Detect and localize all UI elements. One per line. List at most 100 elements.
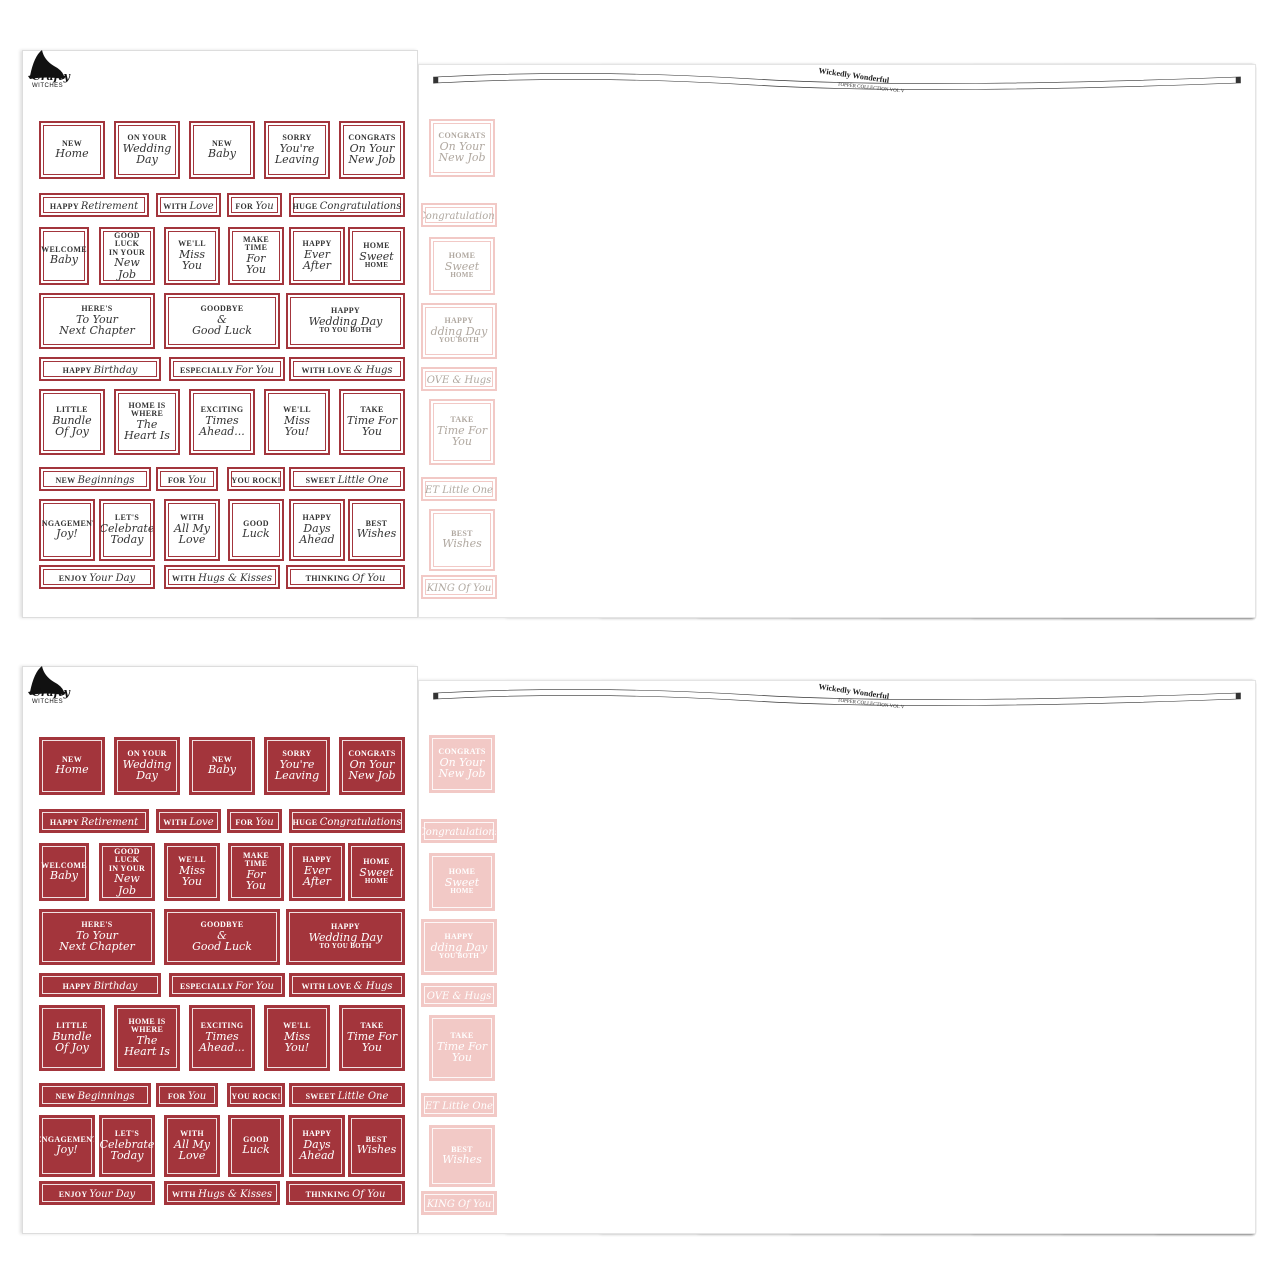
topper-new-home: NEW Home <box>39 121 105 179</box>
topper-miss-you: WE'LL Miss You <box>164 843 220 901</box>
brand-name: Crafty <box>32 686 70 699</box>
brand-subname: WITCHES <box>32 83 64 89</box>
topper-hugs-kisses: WITH Hugs & Kisses <box>164 565 280 589</box>
topper-thinking: THINKING Of You <box>286 1181 405 1205</box>
topper-thinking-partial: KING Of You <box>421 575 497 599</box>
topper-new-home: NEW Home <box>39 737 105 795</box>
topper-birthday: HAPPY Birthday <box>39 973 161 997</box>
topper-hugs-kisses: WITH Hugs & Kisses <box>164 1181 280 1205</box>
topper-goodbye: GOODBYE & Good Luck <box>164 909 280 965</box>
topper-rock: YOU ROCK! <box>227 467 285 491</box>
topper-good-luck: GOOD Luck <box>228 1115 284 1177</box>
topper-sheet-1: NEW Home ON YOUR Wedding Day NEW Baby SORRY You… <box>22 666 418 1234</box>
topper-miss-you2: WE'LL Miss You! <box>264 389 330 455</box>
topper-wedding-day: ON YOUR Wedding Day <box>114 121 180 179</box>
topper-days-ahead: HAPPY Days Ahead <box>289 499 345 561</box>
topper-birthday: HAPPY Birthday <box>39 357 161 381</box>
topper-sheet-2: Wickedly Wonderful TOPPER COLLECTION VOL … <box>418 680 1256 1234</box>
topper-next-chapter: HERE'S To Your Next Chapter <box>39 909 155 965</box>
topper-retirement: HAPPY Retirement <box>39 193 149 217</box>
topper-wedding-both: HAPPY Wedding Day TO YOU BOTH <box>286 293 405 349</box>
topper-heart: HOME IS WHERE The Heart Is <box>114 389 180 455</box>
topper-new-baby: NEW Baby <box>189 737 255 795</box>
topper-celebrate: LET'S Celebrate Today <box>99 1115 155 1177</box>
topper-love-hugs: WITH LOVE & Hugs <box>289 973 405 997</box>
topper-especially: ESPECIALLY For You <box>169 973 285 997</box>
topper-enjoy: ENJOY Your Day <box>39 565 155 589</box>
topper-good-luck: GOOD Luck <box>228 499 284 561</box>
topper-huge-congrats: HUGE Congratulations <box>289 193 405 217</box>
topper-congratulations: Congratulations <box>421 819 497 843</box>
topper-wedding-both: HAPPY Wedding Day TO YOU BOTH <box>286 909 405 965</box>
topper-days-ahead: HAPPY Days Ahead <box>289 1115 345 1177</box>
topper-congratulations: Congratulations <box>421 203 497 227</box>
topper-miss-you: WE'LL Miss You <box>164 227 220 285</box>
outline-topper-sheets: Wickedly Wonderful TOPPER COLLECTION VOL … <box>0 42 1280 642</box>
topper-little-one-partial: ET Little One <box>421 1093 497 1117</box>
topper-good-luck-job: GOOD LUCK IN YOUR New Job <box>99 843 155 901</box>
topper-love-hugs-partial: OVE & Hugs <box>421 367 497 391</box>
brand-subname: WITCHES <box>32 699 64 705</box>
topper-exciting: EXCITING Times Ahead... <box>189 389 255 455</box>
topper-enjoy: ENJOY Your Day <box>39 1181 155 1205</box>
topper-new-baby: NEW Baby <box>189 121 255 179</box>
topper-with-love: WITH Love <box>156 193 221 217</box>
topper-heart: HOME IS WHERE The Heart Is <box>114 1005 180 1071</box>
topper-little-one: SWEET Little One <box>289 1083 405 1107</box>
topper-engagement: ENGAGEMENT Joy! <box>39 499 95 561</box>
topper-thinking-partial: KING Of You <box>421 1191 497 1215</box>
topper-miss-you2: WE'LL Miss You! <box>264 1005 330 1071</box>
topper-love-hugs-partial: OVE & Hugs <box>421 983 497 1007</box>
topper-for-you2: FOR You <box>156 1083 218 1107</box>
topper-retirement: HAPPY Retirement <box>39 809 149 833</box>
topper-sheet-1: NEW Home ON YOUR Wedding Day NEW Baby SORRY You… <box>22 50 418 618</box>
crafty-witches-logo: Crafty WITCHES <box>24 46 70 92</box>
topper-huge-congrats: HUGE Congratulations <box>289 809 405 833</box>
topper-welcome-baby: WELCOME Baby <box>39 227 89 285</box>
topper-make-time: MAKE TIME For You <box>228 227 284 285</box>
topper-with-love: WITH Love <box>156 809 221 833</box>
topper-love-hugs: WITH LOVE & Hugs <box>289 357 405 381</box>
topper-celebrate: LET'S Celebrate Today <box>99 499 155 561</box>
topper-for-you: FOR You <box>227 809 282 833</box>
topper-leaving: SORRY You're Leaving <box>264 737 330 795</box>
topper-thinking: THINKING Of You <box>286 565 405 589</box>
brand-name: Crafty <box>32 70 70 83</box>
topper-bundle: LITTLE Bundle Of Joy <box>39 1005 105 1071</box>
topper-next-chapter: HERE'S To Your Next Chapter <box>39 293 155 349</box>
topper-ever-after: HAPPY Ever After <box>289 227 345 285</box>
crafty-witches-logo: Crafty WITCHES <box>24 662 70 708</box>
topper-goodbye: GOODBYE & Good Luck <box>164 293 280 349</box>
topper-ever-after: HAPPY Ever After <box>289 843 345 901</box>
topper-little-one-partial: ET Little One <box>421 477 497 501</box>
topper-all-my-love: WITH All My Love <box>164 499 220 561</box>
topper-engagement: ENGAGEMENT Joy! <box>39 1115 95 1177</box>
topper-bundle: LITTLE Bundle Of Joy <box>39 389 105 455</box>
topper-sheet-2: Wickedly Wonderful TOPPER COLLECTION VOL … <box>418 64 1256 618</box>
topper-beginnings: NEW Beginnings <box>39 467 151 491</box>
topper-little-one: SWEET Little One <box>289 467 405 491</box>
topper-for-you: FOR You <box>227 193 282 217</box>
topper-beginnings: NEW Beginnings <box>39 1083 151 1107</box>
topper-exciting: EXCITING Times Ahead... <box>189 1005 255 1071</box>
